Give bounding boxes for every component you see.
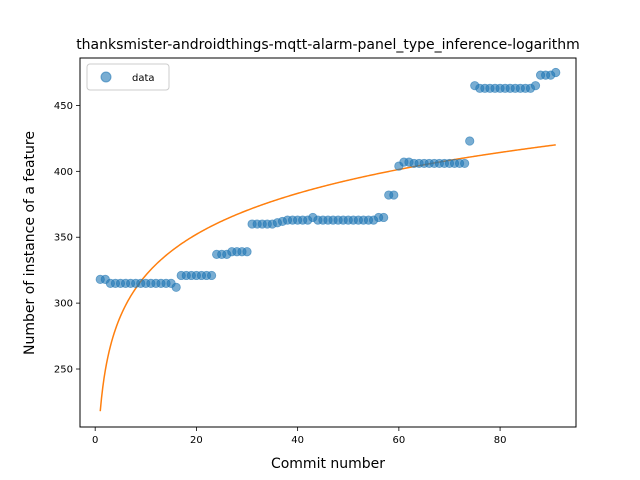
y-tick-label: 300	[54, 299, 73, 310]
x-tick-label: 0	[92, 435, 98, 446]
legend-box	[86, 63, 170, 91]
data-point	[379, 212, 389, 223]
data-point	[465, 136, 475, 146]
data-point	[551, 67, 561, 78]
plot-frame	[79, 57, 577, 428]
data-points-layer	[95, 67, 561, 292]
y-tick-label: 350	[54, 233, 73, 244]
x-tick-label: 40	[291, 435, 304, 446]
data-point	[389, 190, 399, 200]
data-point	[171, 282, 181, 292]
x-tick-label: 60	[392, 435, 405, 446]
y-tick-label: 450	[54, 101, 73, 112]
fit-curve	[99, 144, 556, 412]
legend: data	[86, 63, 170, 91]
legend-marker-data	[100, 71, 112, 83]
y-tick-label: 250	[54, 365, 73, 376]
y-tick-label: 400	[54, 167, 73, 178]
data-point	[530, 81, 541, 91]
chart-title: thanksmister-androidthings-mqtt-alarm-pa…	[76, 37, 580, 53]
x-axis-label: Commit number	[271, 456, 385, 472]
x-tick-label: 80	[494, 435, 507, 446]
x-tick-label: 20	[190, 435, 203, 446]
data-point	[460, 158, 470, 169]
y-axis-label: Number of instance of a feature	[22, 131, 38, 355]
data-point	[206, 270, 217, 281]
data-point	[242, 247, 252, 257]
legend-label-data: data	[132, 73, 155, 84]
axes-layer: 0 20 40 60 80 250 300 350 400 450	[54, 57, 577, 446]
fit-curve-layer	[99, 144, 556, 412]
